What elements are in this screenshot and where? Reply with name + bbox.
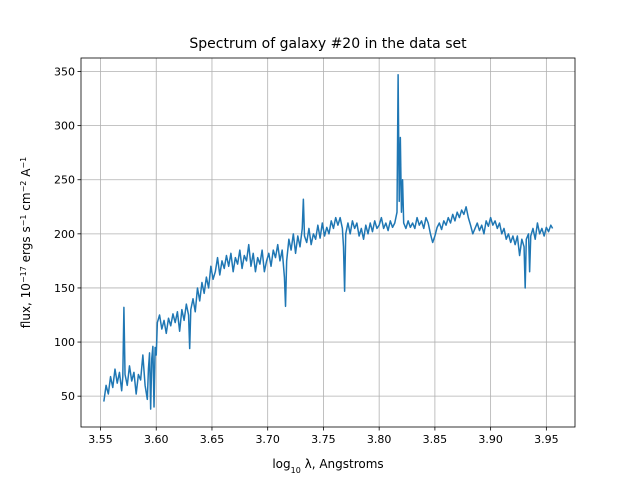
x-tick-label: 3.75 bbox=[311, 433, 336, 446]
x-tick-label: 3.60 bbox=[144, 433, 169, 446]
x-axis-label-part: λ, Angstroms bbox=[301, 457, 384, 471]
x-axis-label-part: log bbox=[272, 457, 290, 471]
x-tick-label: 3.65 bbox=[200, 433, 225, 446]
y-axis-label-part: −1 bbox=[19, 215, 28, 227]
x-tick-label: 3.80 bbox=[367, 433, 392, 446]
y-tick-label: 250 bbox=[54, 174, 75, 187]
y-axis-label: flux, 10−17 ergs s−1 cm−2 A−1 bbox=[19, 157, 34, 328]
y-axis-label-part: −2 bbox=[19, 181, 28, 193]
chart-title: Spectrum of galaxy #20 in the data set bbox=[189, 36, 467, 52]
x-tick-label: 3.95 bbox=[534, 433, 559, 446]
y-axis-label-part: −17 bbox=[19, 266, 28, 283]
x-tick-label: 3.85 bbox=[423, 433, 448, 446]
y-tick-label: 350 bbox=[54, 66, 75, 79]
y-tick-label: 150 bbox=[54, 282, 75, 295]
y-axis-label-part: A bbox=[19, 168, 33, 181]
y-axis-label-part: cm bbox=[19, 192, 33, 214]
x-axis-label: log10 λ, Angstroms bbox=[272, 457, 383, 475]
x-tick-label: 3.70 bbox=[255, 433, 280, 446]
y-tick-label: 200 bbox=[54, 228, 75, 241]
plot-frame bbox=[80, 57, 576, 428]
y-tick-label: 50 bbox=[61, 390, 75, 403]
y-tick-label: 300 bbox=[54, 120, 75, 133]
y-axis-label-part: −1 bbox=[19, 157, 28, 169]
y-axis-label-part: ergs s bbox=[19, 226, 33, 266]
x-tick-label: 3.90 bbox=[478, 433, 503, 446]
y-tick-label: 100 bbox=[54, 336, 75, 349]
x-axis-label-part: 10 bbox=[291, 466, 301, 475]
x-tick-label: 3.55 bbox=[88, 433, 113, 446]
y-axis-label-part: flux, 10 bbox=[19, 283, 33, 328]
spectrum-line bbox=[103, 74, 554, 410]
